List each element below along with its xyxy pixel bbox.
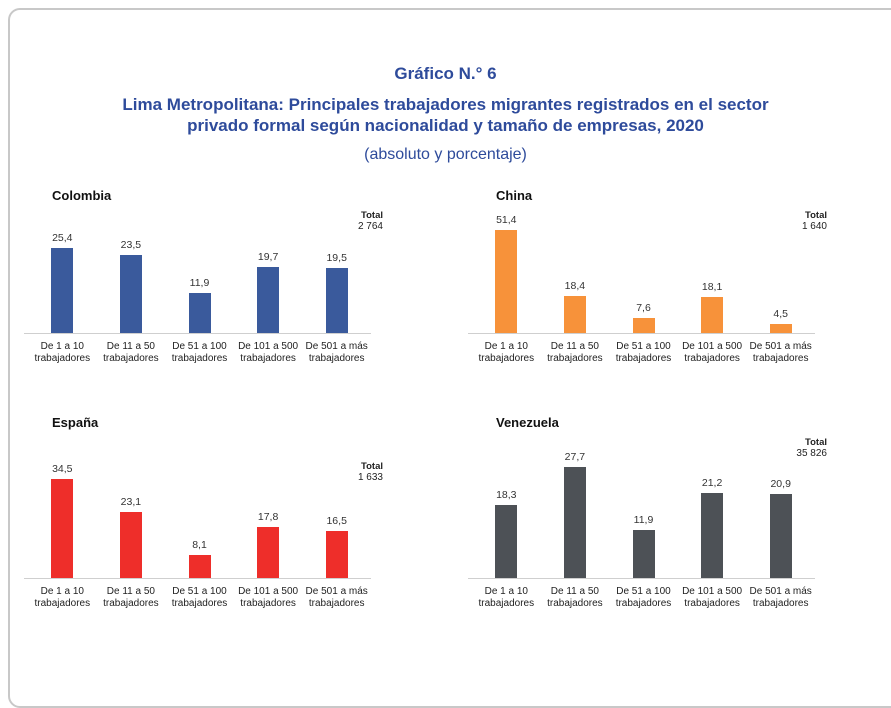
bar bbox=[257, 267, 280, 333]
category-label: De 1 a 10 trabajadores bbox=[34, 341, 91, 364]
category-label: De 51 a 100 trabajadores bbox=[615, 341, 672, 364]
category-label: De 51 a 100 trabajadores bbox=[171, 586, 228, 609]
bar bbox=[119, 254, 142, 333]
value-label: 25,4 bbox=[52, 232, 73, 245]
category-label: De 11 a 50 trabajadores bbox=[547, 586, 603, 609]
bar bbox=[257, 527, 280, 578]
category-label: De 1 a 10 trabajadores bbox=[34, 586, 91, 609]
value-label: 18,4 bbox=[564, 280, 586, 293]
panel-title: España bbox=[52, 415, 99, 430]
value-label: 4,5 bbox=[773, 308, 788, 320]
category-label: De 51 a 100 trabajadores bbox=[615, 586, 672, 609]
bar bbox=[51, 248, 74, 333]
chart-label: Gráfico N.° 6 bbox=[394, 64, 497, 83]
value-label: 18,1 bbox=[701, 280, 723, 293]
total-value: 2 764 bbox=[357, 221, 383, 232]
category-label: De 11 a 50 trabajadores bbox=[103, 586, 159, 609]
value-label: 21,2 bbox=[701, 477, 723, 490]
category-label: De 51 a 100 trabajadores bbox=[171, 341, 228, 364]
bar bbox=[701, 296, 724, 333]
category-label: De 501 a más trabajadores bbox=[749, 341, 812, 364]
bar bbox=[632, 530, 655, 578]
chart-title: privado formal según nacionalidad y tama… bbox=[187, 116, 704, 135]
category-label: De 501 a más trabajadores bbox=[749, 586, 812, 609]
chart-title: Lima Metropolitana: Principales trabajad… bbox=[122, 95, 769, 114]
value-label: 11,9 bbox=[633, 514, 654, 527]
total-value: 35 826 bbox=[796, 448, 827, 459]
category-label: De 101 a 500 trabajadores bbox=[238, 341, 299, 364]
category-label: De 101 a 500 trabajadores bbox=[682, 586, 743, 609]
bar bbox=[495, 230, 518, 333]
category-label: De 101 a 500 trabajadores bbox=[682, 341, 743, 364]
chart-subtitle: (absoluto y porcentaje) bbox=[364, 146, 527, 163]
value-label: 17,8 bbox=[257, 511, 279, 524]
bar bbox=[632, 317, 655, 333]
baseline bbox=[468, 333, 815, 334]
value-label: 16,5 bbox=[326, 514, 347, 527]
value-label: 51,4 bbox=[496, 214, 517, 227]
total-value: 1 633 bbox=[357, 472, 383, 483]
baseline bbox=[24, 578, 371, 579]
category-label: De 11 a 50 trabajadores bbox=[103, 341, 159, 364]
value-label: 19,7 bbox=[257, 251, 279, 264]
value-label: 23,1 bbox=[120, 496, 142, 508]
value-label: 11,9 bbox=[189, 277, 210, 290]
bar bbox=[563, 467, 586, 578]
bar bbox=[701, 493, 724, 578]
total-title: Total bbox=[361, 210, 383, 221]
total-title: Total bbox=[805, 437, 827, 448]
total-title: Total bbox=[805, 210, 827, 221]
bar bbox=[325, 530, 348, 578]
value-label: 7,6 bbox=[636, 301, 651, 314]
value-label: 19,5 bbox=[326, 252, 347, 264]
bar bbox=[51, 479, 74, 578]
page: {"header": {"label": "Gráfico N.° 6", "t… bbox=[8, 8, 891, 708]
value-label: 34,5 bbox=[52, 463, 73, 476]
baseline bbox=[468, 578, 815, 579]
panel-title: China bbox=[496, 188, 533, 203]
value-label: 8,1 bbox=[192, 538, 207, 551]
bar bbox=[769, 324, 792, 333]
category-label: De 11 a 50 trabajadores bbox=[547, 341, 603, 364]
bar bbox=[188, 293, 211, 333]
bar bbox=[119, 512, 142, 578]
category-label: De 501 a más trabajadores bbox=[305, 341, 368, 364]
value-label: 20,9 bbox=[770, 478, 791, 491]
value-label: 27,7 bbox=[564, 451, 586, 464]
total-title: Total bbox=[361, 461, 383, 472]
category-label: De 1 a 10 trabajadores bbox=[478, 586, 535, 609]
panel-title: Venezuela bbox=[496, 415, 559, 430]
category-label: De 101 a 500 trabajadores bbox=[238, 586, 299, 609]
bar bbox=[769, 494, 792, 578]
category-label: De 1 a 10 trabajadores bbox=[478, 341, 535, 364]
value-label: 23,5 bbox=[120, 238, 142, 251]
bar bbox=[325, 268, 348, 333]
total-value: 1 640 bbox=[801, 221, 827, 232]
bar bbox=[563, 296, 586, 333]
baseline bbox=[24, 333, 371, 334]
category-label: De 501 a más trabajadores bbox=[305, 586, 368, 609]
bar bbox=[188, 554, 211, 578]
value-label: 18,3 bbox=[496, 488, 517, 501]
bar bbox=[495, 504, 518, 578]
panel-title: Colombia bbox=[52, 188, 112, 203]
